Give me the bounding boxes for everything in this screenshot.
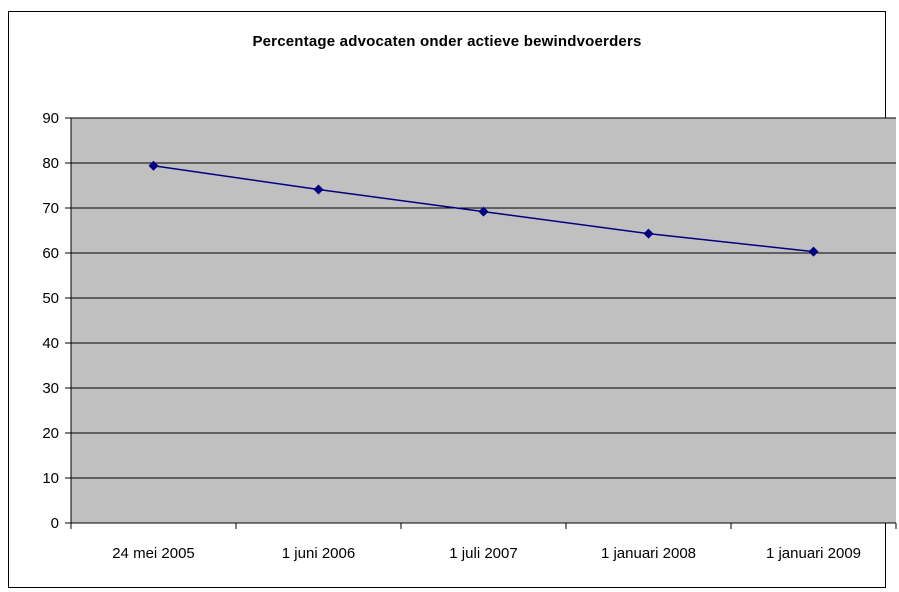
y-tick-label: 30	[42, 380, 59, 397]
x-tick-label: 1 januari 2009	[766, 545, 861, 562]
data-point-marker	[643, 228, 654, 239]
data-point-marker	[478, 206, 489, 217]
y-tick-label: 0	[51, 515, 59, 532]
x-tick-label: 1 juni 2006	[282, 545, 355, 562]
y-tick-labels: 0 10 20 30 40 50 60 70 80 90	[42, 110, 59, 532]
x-tick-label: 24 mei 2005	[112, 545, 195, 562]
y-tick-label: 60	[42, 245, 59, 262]
x-tick-label: 1 juli 2007	[449, 545, 517, 562]
x-tick-label: 1 januari 2008	[601, 545, 696, 562]
data-point-marker	[808, 246, 819, 257]
x-tick-labels: 24 mei 2005 1 juni 2006 1 juli 2007 1 janua…	[112, 545, 861, 562]
y-tick-label: 10	[42, 470, 59, 487]
plot-area	[71, 118, 896, 523]
y-tick-label: 80	[42, 155, 59, 172]
y-tick-label: 20	[42, 425, 59, 442]
y-tick-label: 70	[42, 200, 59, 217]
data-point-marker	[313, 184, 324, 195]
axes	[65, 117, 897, 529]
series-layer	[148, 160, 819, 257]
data-point-marker	[148, 160, 159, 171]
y-tick-label: 50	[42, 290, 59, 307]
y-tick-label: 40	[42, 335, 59, 352]
y-tick-label: 90	[42, 110, 59, 127]
chart-title: Percentage advocaten onder actieve bewin…	[252, 33, 642, 50]
